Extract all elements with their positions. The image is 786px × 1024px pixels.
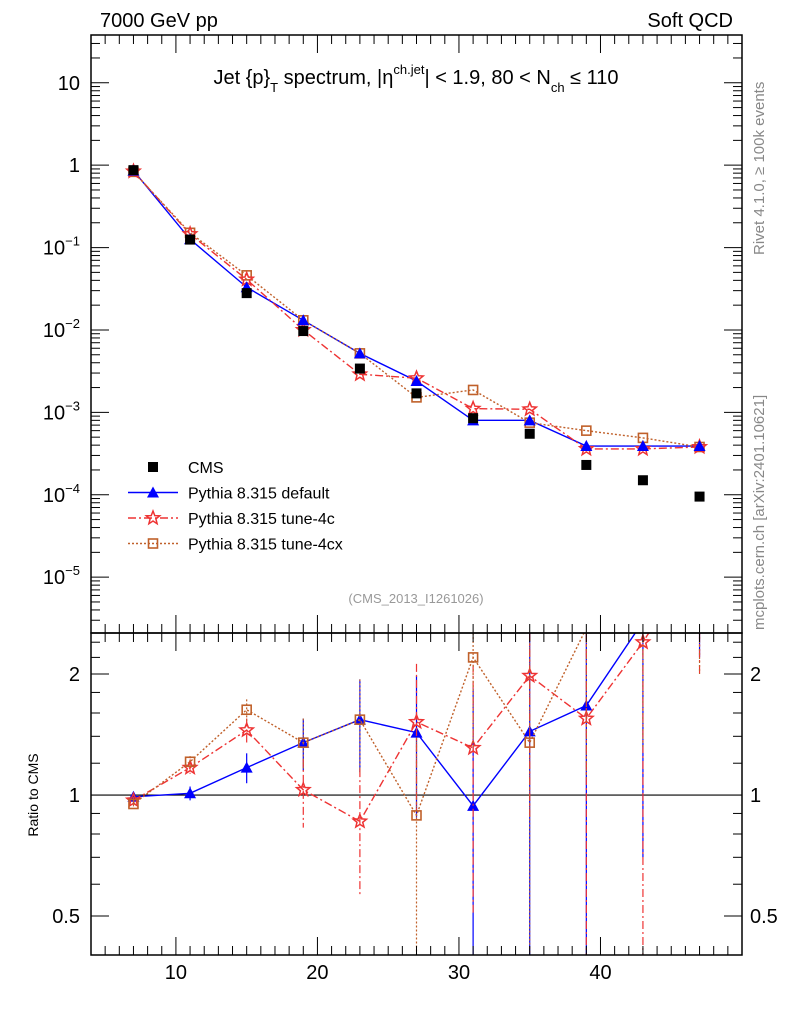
ratio-y-tick-label: 2 <box>750 664 761 686</box>
data-point <box>464 399 482 417</box>
data-point <box>411 388 422 399</box>
data-point <box>523 414 536 426</box>
ratio-point <box>411 810 422 821</box>
ratio-point <box>407 712 426 730</box>
legend-label: Pythia 8.315 tune-4c <box>188 511 335 528</box>
watermark: (CMS_2013_I1261026) <box>348 591 483 606</box>
ratio-point <box>184 787 197 799</box>
ratio-y-tick-label: 0.5 <box>750 906 778 928</box>
data-point <box>354 363 365 374</box>
data-point <box>298 326 309 337</box>
ratio-point <box>353 713 366 725</box>
ratio-point <box>294 780 312 798</box>
ratio-point <box>240 761 253 773</box>
ratio-y-tick-label: 2 <box>69 664 80 686</box>
data-point <box>581 459 592 470</box>
legend-label: Pythia 8.315 default <box>188 486 330 503</box>
legend-marker <box>147 486 159 498</box>
header-left: 7000 GeV pp <box>100 10 218 32</box>
ratio-point <box>184 756 196 768</box>
side-text-bottom: mcplots.cern.ch [arXiv:2401.10621] <box>751 395 768 630</box>
legend-marker <box>144 508 162 526</box>
series-line-3 <box>132 171 700 448</box>
y-tick-label: 10 <box>58 73 80 95</box>
data-point <box>351 365 369 382</box>
legend-marker <box>148 462 158 472</box>
header-right: Soft QCD <box>647 10 733 32</box>
side-text-top: Rivet 4.1.0, ≥ 100k events <box>751 82 768 255</box>
series-line-1 <box>132 170 700 447</box>
data-point <box>577 439 596 457</box>
data-point <box>128 165 139 176</box>
ratio-point <box>351 812 369 829</box>
ratio-point <box>241 704 252 716</box>
y-tick-label: 10−4 <box>43 481 80 507</box>
data-point <box>467 384 479 396</box>
main-plot-area <box>124 162 709 502</box>
data-point <box>353 347 366 359</box>
data-point <box>185 234 196 245</box>
ratio-line-3 <box>133 633 585 818</box>
legend-label: CMS <box>188 460 224 477</box>
x-tick-label: 20 <box>306 962 328 984</box>
ratio-plot-area <box>91 633 742 955</box>
series-line-2 <box>132 170 700 450</box>
data-point <box>694 491 705 502</box>
ratio-line-2 <box>133 633 650 823</box>
legend-marker <box>147 538 159 549</box>
y-tick-label: 10−2 <box>43 316 80 342</box>
chart-title: Jet {p}T spectrum, |ηch.jet| < 1.9, 80 <… <box>213 62 618 95</box>
data-point <box>581 425 592 436</box>
data-point <box>241 288 252 299</box>
data-point <box>634 439 652 457</box>
ratio-point <box>464 738 482 756</box>
ratio-point <box>524 737 536 748</box>
y-tick-label: 10−3 <box>43 398 80 424</box>
data-point <box>693 440 706 452</box>
ratio-point <box>354 714 366 725</box>
ratio-ylabel: Ratio to CMS <box>25 753 41 836</box>
data-point <box>524 428 535 439</box>
ratio-point <box>128 798 139 810</box>
data-point <box>468 413 479 424</box>
x-tick-label: 40 <box>589 962 611 984</box>
data-point <box>637 475 648 486</box>
data-point <box>297 314 310 326</box>
x-tick-label: 10 <box>165 962 187 984</box>
ratio-y-tick-label: 1 <box>69 785 80 807</box>
y-tick-label: 10−1 <box>43 234 80 260</box>
data-point <box>636 440 649 452</box>
legend-label: Pythia 8.315 tune-4cx <box>188 537 343 554</box>
ratio-point <box>238 721 256 738</box>
ratio-y-tick-label: 1 <box>750 785 761 807</box>
y-tick-label: 10−5 <box>43 563 80 589</box>
ratio-point <box>297 737 309 748</box>
ratio-y-tick-label: 0.5 <box>52 906 80 928</box>
data-point <box>580 440 593 452</box>
data-point <box>521 400 539 417</box>
data-point <box>410 375 423 387</box>
x-tick-label: 30 <box>448 962 470 984</box>
ratio-point <box>467 652 479 663</box>
y-tick-label: 1 <box>69 155 80 177</box>
